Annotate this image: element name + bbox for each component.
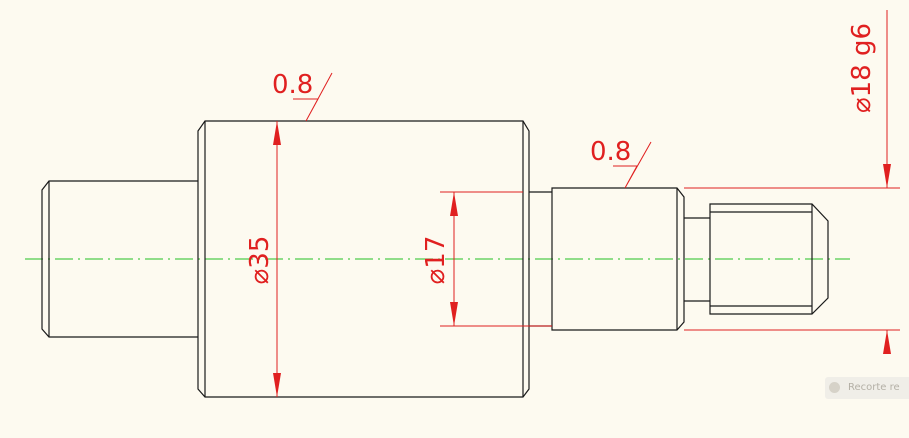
arrow-up: [450, 192, 458, 216]
dimension-d18: ⌀18 g6: [684, 10, 900, 354]
shaft-part: [41, 120, 829, 398]
arrow-up: [273, 121, 281, 145]
arrow-down: [883, 164, 891, 188]
snipping-tool-label: Recorte re: [848, 382, 900, 393]
dimension-d18-label: ⌀18 g6: [847, 23, 877, 113]
dimension-d17: ⌀17: [421, 191, 552, 327]
arrow-up: [883, 330, 891, 354]
surface-finish-left-value: 0.8: [272, 70, 313, 100]
left-stub-section: [41, 180, 198, 338]
undercut-section: [684, 217, 710, 302]
dimension-d35-label: ⌀35: [245, 236, 275, 285]
surface-finish-symbol-right: 0.8: [590, 137, 652, 189]
dimension-d35: ⌀35: [245, 121, 281, 397]
snipping-tool-badge[interactable]: Recorte re: [825, 377, 909, 399]
camera-icon: [829, 381, 840, 393]
dimension-d17-label: ⌀17: [421, 236, 451, 285]
surface-finish-right-value: 0.8: [590, 137, 631, 167]
surface-finish-symbol-left: 0.8: [272, 70, 333, 122]
arrow-down: [273, 373, 281, 397]
arrow-down: [450, 302, 458, 326]
